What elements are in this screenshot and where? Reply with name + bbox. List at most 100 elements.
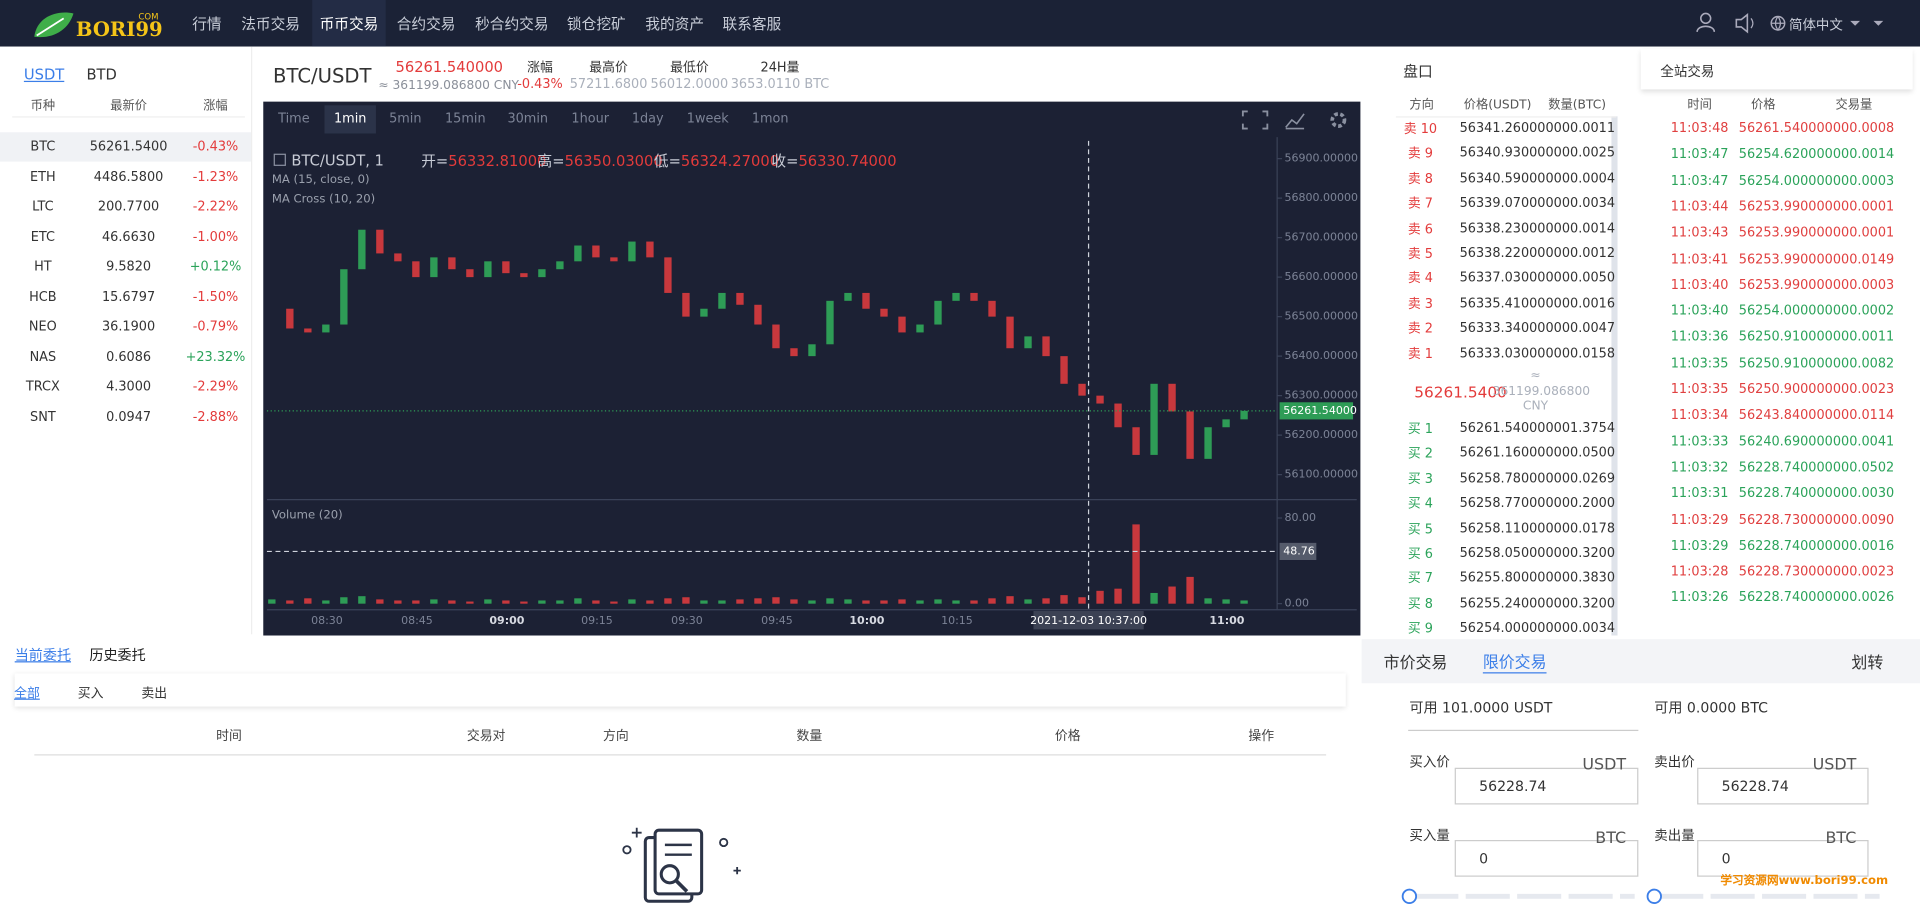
orderbook-row[interactable]: 56340.930000000.0025 [1460,146,1615,161]
orderbook-row[interactable]: 56258.050000000.3200 [1460,546,1615,561]
market-cell[interactable]: NAS [29,349,57,365]
quantity: 0.0003 [1849,173,1895,189]
column-header: 交易对 [466,729,506,744]
input-buy-amount[interactable] [1454,840,1639,877]
interval-button[interactable]: Time [278,111,310,127]
interval-button[interactable]: 1mon [751,111,789,127]
column-header: 操作 [1248,729,1275,744]
form-tab[interactable]: 市价交易 [1383,654,1448,673]
quantity: 0.0030 [1849,486,1895,502]
market-cell[interactable]: NEO [28,319,57,335]
interval-button[interactable]: 5min [389,111,422,127]
orderbook-row[interactable]: 56340.590000000.0004 [1460,171,1615,186]
transfer-button[interactable]: 划转 [1851,654,1884,673]
orderbook-row[interactable]: 56258.110000000.0178 [1460,521,1615,536]
stat-label: 最低价 [670,60,709,76]
market-header-line [12,116,245,118]
orders-tab[interactable]: 当前委托 [14,646,72,664]
orderbook-row[interactable]: 56339.070000000.0034 [1460,196,1615,211]
market-cell[interactable]: BTC [30,139,56,155]
orders-filter[interactable]: 卖出 [141,686,168,702]
price: 56333.03000000 [1459,346,1571,361]
market-cell[interactable]: HCB [29,289,57,305]
market-cell[interactable]: SNT [30,409,56,425]
price-tick-label: 56200.00000 [1284,428,1358,441]
candle [628,241,636,262]
interval-button[interactable]: 1day [631,111,664,127]
candle [754,304,762,325]
orderbook-row[interactable]: 56258.780000000.0269 [1460,471,1615,486]
orderbook-row[interactable]: 56338.220000000.0012 [1460,246,1615,261]
volume-bar [1060,595,1068,604]
interval-button[interactable]: 15min [444,111,486,127]
fullscreen-icon[interactable] [1241,110,1269,130]
interval-button[interactable]: 1min [333,111,367,127]
orderbook-row[interactable]: 56255.800000000.3830 [1460,571,1615,586]
volume-bar [682,597,690,604]
active-nav-bg [312,0,386,47]
collapse-icon[interactable] [273,153,286,166]
nav-item[interactable]: 合约交易 [396,15,456,33]
price: 56341.26000000 [1459,121,1571,136]
orderbook-row[interactable]: 56341.260000000.0011 [1460,121,1615,136]
quantity: 0.0047 [1570,321,1616,336]
market-cell[interactable]: TRCX [25,379,60,395]
nav-item[interactable]: 法币交易 [241,15,301,33]
mid-approx: ≈ [1530,369,1541,383]
side-label: 买 7 [1407,571,1433,587]
candle [952,292,960,301]
market-cell[interactable]: ETC [30,229,55,245]
orderbook-row[interactable]: 56261.540000001.3754 [1460,421,1615,436]
quantity: 0.0026 [1849,590,1895,606]
candle [304,328,312,333]
volume-bar [1222,599,1230,604]
orderbook-row[interactable]: 56335.410000000.0016 [1460,296,1615,311]
nav-item[interactable]: 行情 [192,15,222,33]
orderbook-row[interactable]: 56261.160000000.0500 [1460,446,1615,461]
market-cell[interactable]: HT [34,259,52,275]
trade-time: 11:03:40 [1670,303,1729,319]
orders-filter[interactable]: 买入 [77,686,104,702]
orderbook-row[interactable]: 56254.000000000.0034 [1460,621,1615,636]
nav-item[interactable]: 秒合约交易 [475,15,549,33]
nav-item[interactable]: 币币交易 [319,15,379,33]
candle [1078,383,1086,396]
nav-item[interactable]: 锁仓挖矿 [566,15,626,33]
candle [1222,419,1230,428]
market-cell[interactable]: ETH [30,169,56,185]
orderbook-row[interactable]: 56337.030000000.0050 [1460,271,1615,286]
column-header: 最新价 [110,99,147,114]
market-tab[interactable]: USDT [23,66,65,84]
sliders[interactable] [1396,887,1910,909]
interval-button[interactable]: 30min [507,111,549,127]
orderbook-row[interactable]: 56255.240000000.3200 [1460,596,1615,611]
input-sell-price[interactable] [1697,767,1869,805]
market-cell[interactable]: LTC [32,199,54,215]
trade-time: 11:03:43 [1670,225,1729,241]
candle [1096,395,1104,404]
language-select[interactable]: 简体中文 [1788,17,1843,34]
price: 56250.91000000 [1738,355,1850,371]
interval-button[interactable]: 1hour [571,111,610,127]
nav-item[interactable]: 我的资产 [645,15,705,33]
indicator-icon[interactable] [1285,113,1305,130]
orderbook-row[interactable]: 56258.770000000.2000 [1460,496,1615,511]
candle [484,261,492,278]
input-sell-amount[interactable] [1697,840,1869,877]
orders-tab[interactable]: 历史委托 [89,646,146,664]
form-tab[interactable]: 限价交易 [1482,649,1547,674]
orderbook-row[interactable]: 56333.340000000.0047 [1460,321,1615,336]
settings-icon[interactable] [1330,112,1347,128]
orderbook-row[interactable]: 56333.030000000.0158 [1460,346,1615,361]
volume-bar [628,599,636,604]
nav-item[interactable]: 联系客服 [722,15,782,33]
market-tab[interactable]: BTD [86,66,117,84]
quantity: 0.3200 [1570,546,1616,561]
market-cell: 46.6630 [101,229,156,245]
stat-label: 涨幅 [527,60,553,76]
orderbook-row[interactable]: 56338.230000000.0014 [1460,221,1615,236]
orders-filter[interactable]: 全部 [14,686,40,702]
interval-button[interactable]: 1week [686,111,729,127]
ohlc-value: 56332.81000 [448,152,547,170]
input-buy-price[interactable] [1454,767,1639,805]
